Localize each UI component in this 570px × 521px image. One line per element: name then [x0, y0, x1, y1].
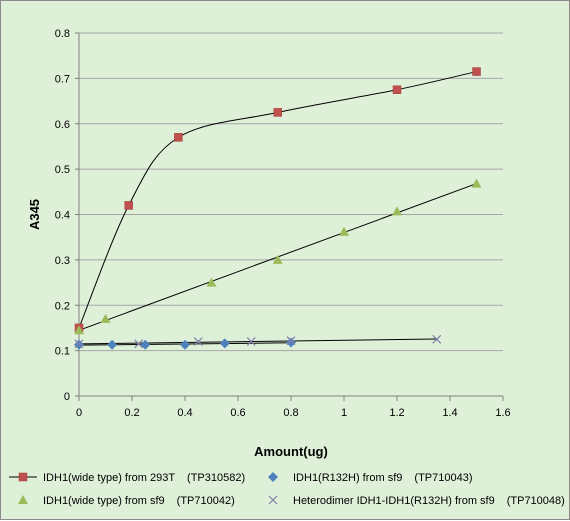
data-point	[286, 337, 296, 348]
data-point	[392, 206, 402, 216]
legend-marker	[268, 495, 278, 505]
x-tick-label: 0.8	[283, 407, 298, 419]
y-tick-label: 0.4	[55, 210, 70, 222]
data-point	[219, 338, 230, 349]
y-tick-label: 0.2	[55, 300, 70, 312]
data-point	[193, 337, 203, 346]
legend-catalog: (TP710048)	[507, 495, 565, 507]
data-point	[174, 133, 183, 142]
x-tick-label: 1.6	[495, 407, 510, 419]
x-tick-label: 1.2	[389, 407, 404, 419]
data-point	[392, 85, 402, 94]
y-tick-label: 0.8	[55, 28, 70, 40]
y-tick-label: 0.5	[55, 164, 70, 176]
legend-item-1: IDH1(R132H) from sf9 (TP710043)	[268, 472, 473, 484]
data-point	[286, 336, 296, 346]
x-tick-label: 1.4	[442, 407, 457, 419]
data-point	[124, 201, 133, 210]
series-2-points	[74, 178, 482, 335]
y-tick-label: 0.7	[55, 73, 70, 85]
y-tick-label: 0	[64, 391, 70, 403]
x-tick-label: 0.6	[230, 407, 245, 419]
data-point	[180, 339, 190, 350]
legend-label: IDH1(wide type) from 293T	[43, 472, 175, 484]
legend-label: Heterodimer IDH1-IDH1(R132H) from sf9	[293, 495, 495, 507]
legend-label: IDH1(R132H) from sf9	[293, 472, 402, 484]
x-tick-label: 0	[76, 407, 82, 419]
legend-catalog: (TP310582)	[187, 472, 245, 484]
x-tick-label: 1	[341, 407, 347, 419]
legend-item-3: Heterodimer IDH1-IDH1(R132H) from sf9 (TP…	[268, 495, 565, 507]
legend-item-2: IDH1(wide type) from sf9 (TP710042)	[18, 495, 235, 507]
data-point	[472, 67, 481, 76]
data-point	[206, 277, 217, 287]
series-3-points	[74, 334, 442, 349]
data-point	[74, 325, 84, 335]
legend-item-0: IDH1(wide type) from 293T (TP310582)	[9, 472, 245, 484]
legend-marker	[268, 472, 278, 482]
x-axis-title: Amount(ug)	[254, 444, 328, 459]
legend-label: IDH1(wide type) from sf9	[43, 495, 165, 507]
data-point	[432, 334, 442, 344]
x-tick-label: 0.2	[124, 407, 139, 419]
data-point	[107, 339, 118, 350]
data-point	[74, 339, 84, 350]
x-tick-label: 0.4	[177, 407, 192, 419]
data-point	[74, 339, 84, 349]
y-tick-label: 0.3	[55, 255, 70, 267]
data-point	[246, 337, 256, 346]
y-axis-title: A345	[27, 199, 42, 230]
y-tick-label: 0.6	[55, 119, 70, 131]
legend-catalog: (TP710042)	[177, 495, 235, 507]
data-point	[134, 339, 144, 349]
data-point	[100, 313, 111, 323]
legend-catalog: (TP710043)	[414, 472, 472, 484]
legend-marker	[18, 472, 28, 482]
series-0-points	[74, 67, 481, 333]
data-point	[471, 178, 482, 188]
data-point	[273, 108, 282, 117]
y-tick-label: 0.1	[55, 346, 70, 358]
legend-marker	[18, 495, 28, 504]
data-point	[272, 254, 283, 264]
data-point	[339, 226, 349, 236]
